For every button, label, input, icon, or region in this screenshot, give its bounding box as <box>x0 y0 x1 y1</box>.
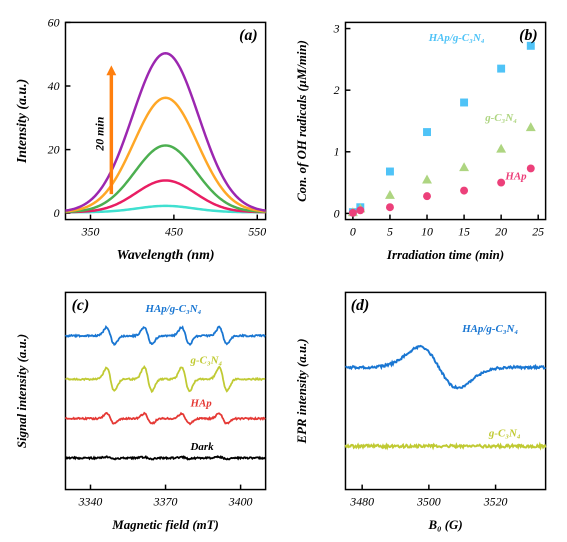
svg-text:B₀ (G): B₀ (G) <box>427 518 462 532</box>
svg-text:2: 2 <box>333 83 339 97</box>
svg-text:1: 1 <box>333 145 339 159</box>
svg-text:5: 5 <box>386 224 392 238</box>
svg-text:(c): (c) <box>72 297 90 314</box>
panel-d: 3480 3500 3520 B₀ (G) EPR intensity (a.u.) HA… <box>290 280 558 538</box>
svg-text:Dark: Dark <box>190 441 215 453</box>
svg-text:(a): (a) <box>239 27 257 44</box>
svg-text:(b): (b) <box>519 27 537 44</box>
svg-text:HAp: HAp <box>504 171 527 183</box>
svg-text:g-C₃N₄: g-C₃N₄ <box>487 427 520 439</box>
panel-b: 0 5 10 15 20 25 0 1 2 3 Irradiation time (min) Con.… <box>290 10 558 268</box>
svg-text:60: 60 <box>48 15 60 29</box>
svg-text:3500: 3500 <box>415 494 440 508</box>
svg-text:20: 20 <box>495 224 507 238</box>
svg-text:0: 0 <box>349 224 355 238</box>
svg-text:0: 0 <box>54 206 60 220</box>
svg-text:15: 15 <box>458 224 470 238</box>
svg-text:Con. of OH radicals (μM/min): Con. of OH radicals (μM/min) <box>294 40 308 202</box>
svg-text:40: 40 <box>48 79 60 93</box>
svg-text:Intensity (a.u.): Intensity (a.u.) <box>15 79 30 164</box>
svg-text:3480: 3480 <box>349 494 374 508</box>
svg-text:20 min: 20 min <box>92 116 106 151</box>
svg-text:Signal intensity (a.u.): Signal intensity (a.u.) <box>15 333 29 447</box>
panel-a: 350 450 550 0 20 40 60 Wavelength (nm) Intensity… <box>10 10 278 268</box>
svg-text:HAp/g-C₃N₄: HAp/g-C₃N₄ <box>461 322 518 334</box>
svg-text:HAp/g-C₃N₄: HAp/g-C₃N₄ <box>427 32 484 44</box>
chart-grid: 3504505500204060Wavelength (nm)Intensity… <box>10 10 557 530</box>
svg-text:g-C₃N₄: g-C₃N₄ <box>484 112 517 124</box>
svg-text:550: 550 <box>248 224 266 238</box>
svg-text:Magnetic field (mT): Magnetic field (mT) <box>111 518 218 532</box>
svg-text:25: 25 <box>532 224 544 238</box>
svg-text:HAp: HAp <box>190 397 213 409</box>
svg-text:20: 20 <box>48 143 60 157</box>
svg-text:3340: 3340 <box>78 494 103 508</box>
svg-text:3: 3 <box>332 22 339 36</box>
svg-text:EPR intensity (a.u.): EPR intensity (a.u.) <box>294 338 308 444</box>
svg-text:3370: 3370 <box>153 494 178 508</box>
svg-text:3400: 3400 <box>228 494 253 508</box>
svg-text:Wavelength (nm): Wavelength (nm) <box>117 248 215 263</box>
svg-text:350: 350 <box>81 224 100 238</box>
svg-text:Irradiation time (min): Irradiation time (min) <box>385 248 503 262</box>
svg-text:HAp/g-C₃N₄: HAp/g-C₃N₄ <box>145 303 202 315</box>
svg-text:3520: 3520 <box>482 494 507 508</box>
svg-text:(d): (d) <box>350 297 368 314</box>
svg-text:g-C₃N₄: g-C₃N₄ <box>190 354 223 366</box>
panel-c: 3340 3370 3400 Magnetic field (mT) Signal in… <box>10 280 278 538</box>
svg-text:10: 10 <box>421 224 433 238</box>
svg-text:0: 0 <box>333 206 339 220</box>
svg-text:450: 450 <box>165 224 183 238</box>
